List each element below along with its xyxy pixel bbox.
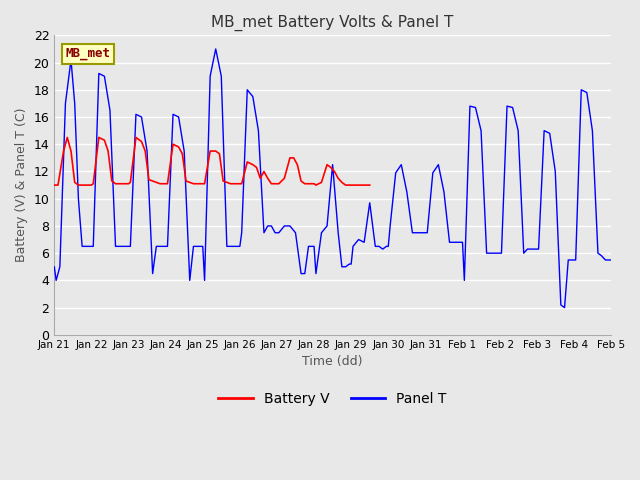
X-axis label: Time (dd): Time (dd) xyxy=(302,355,363,368)
Title: MB_met Battery Volts & Panel T: MB_met Battery Volts & Panel T xyxy=(211,15,454,31)
Y-axis label: Battery (V) & Panel T (C): Battery (V) & Panel T (C) xyxy=(15,108,28,263)
Text: MB_met: MB_met xyxy=(65,48,111,60)
Legend: Battery V, Panel T: Battery V, Panel T xyxy=(213,387,452,412)
